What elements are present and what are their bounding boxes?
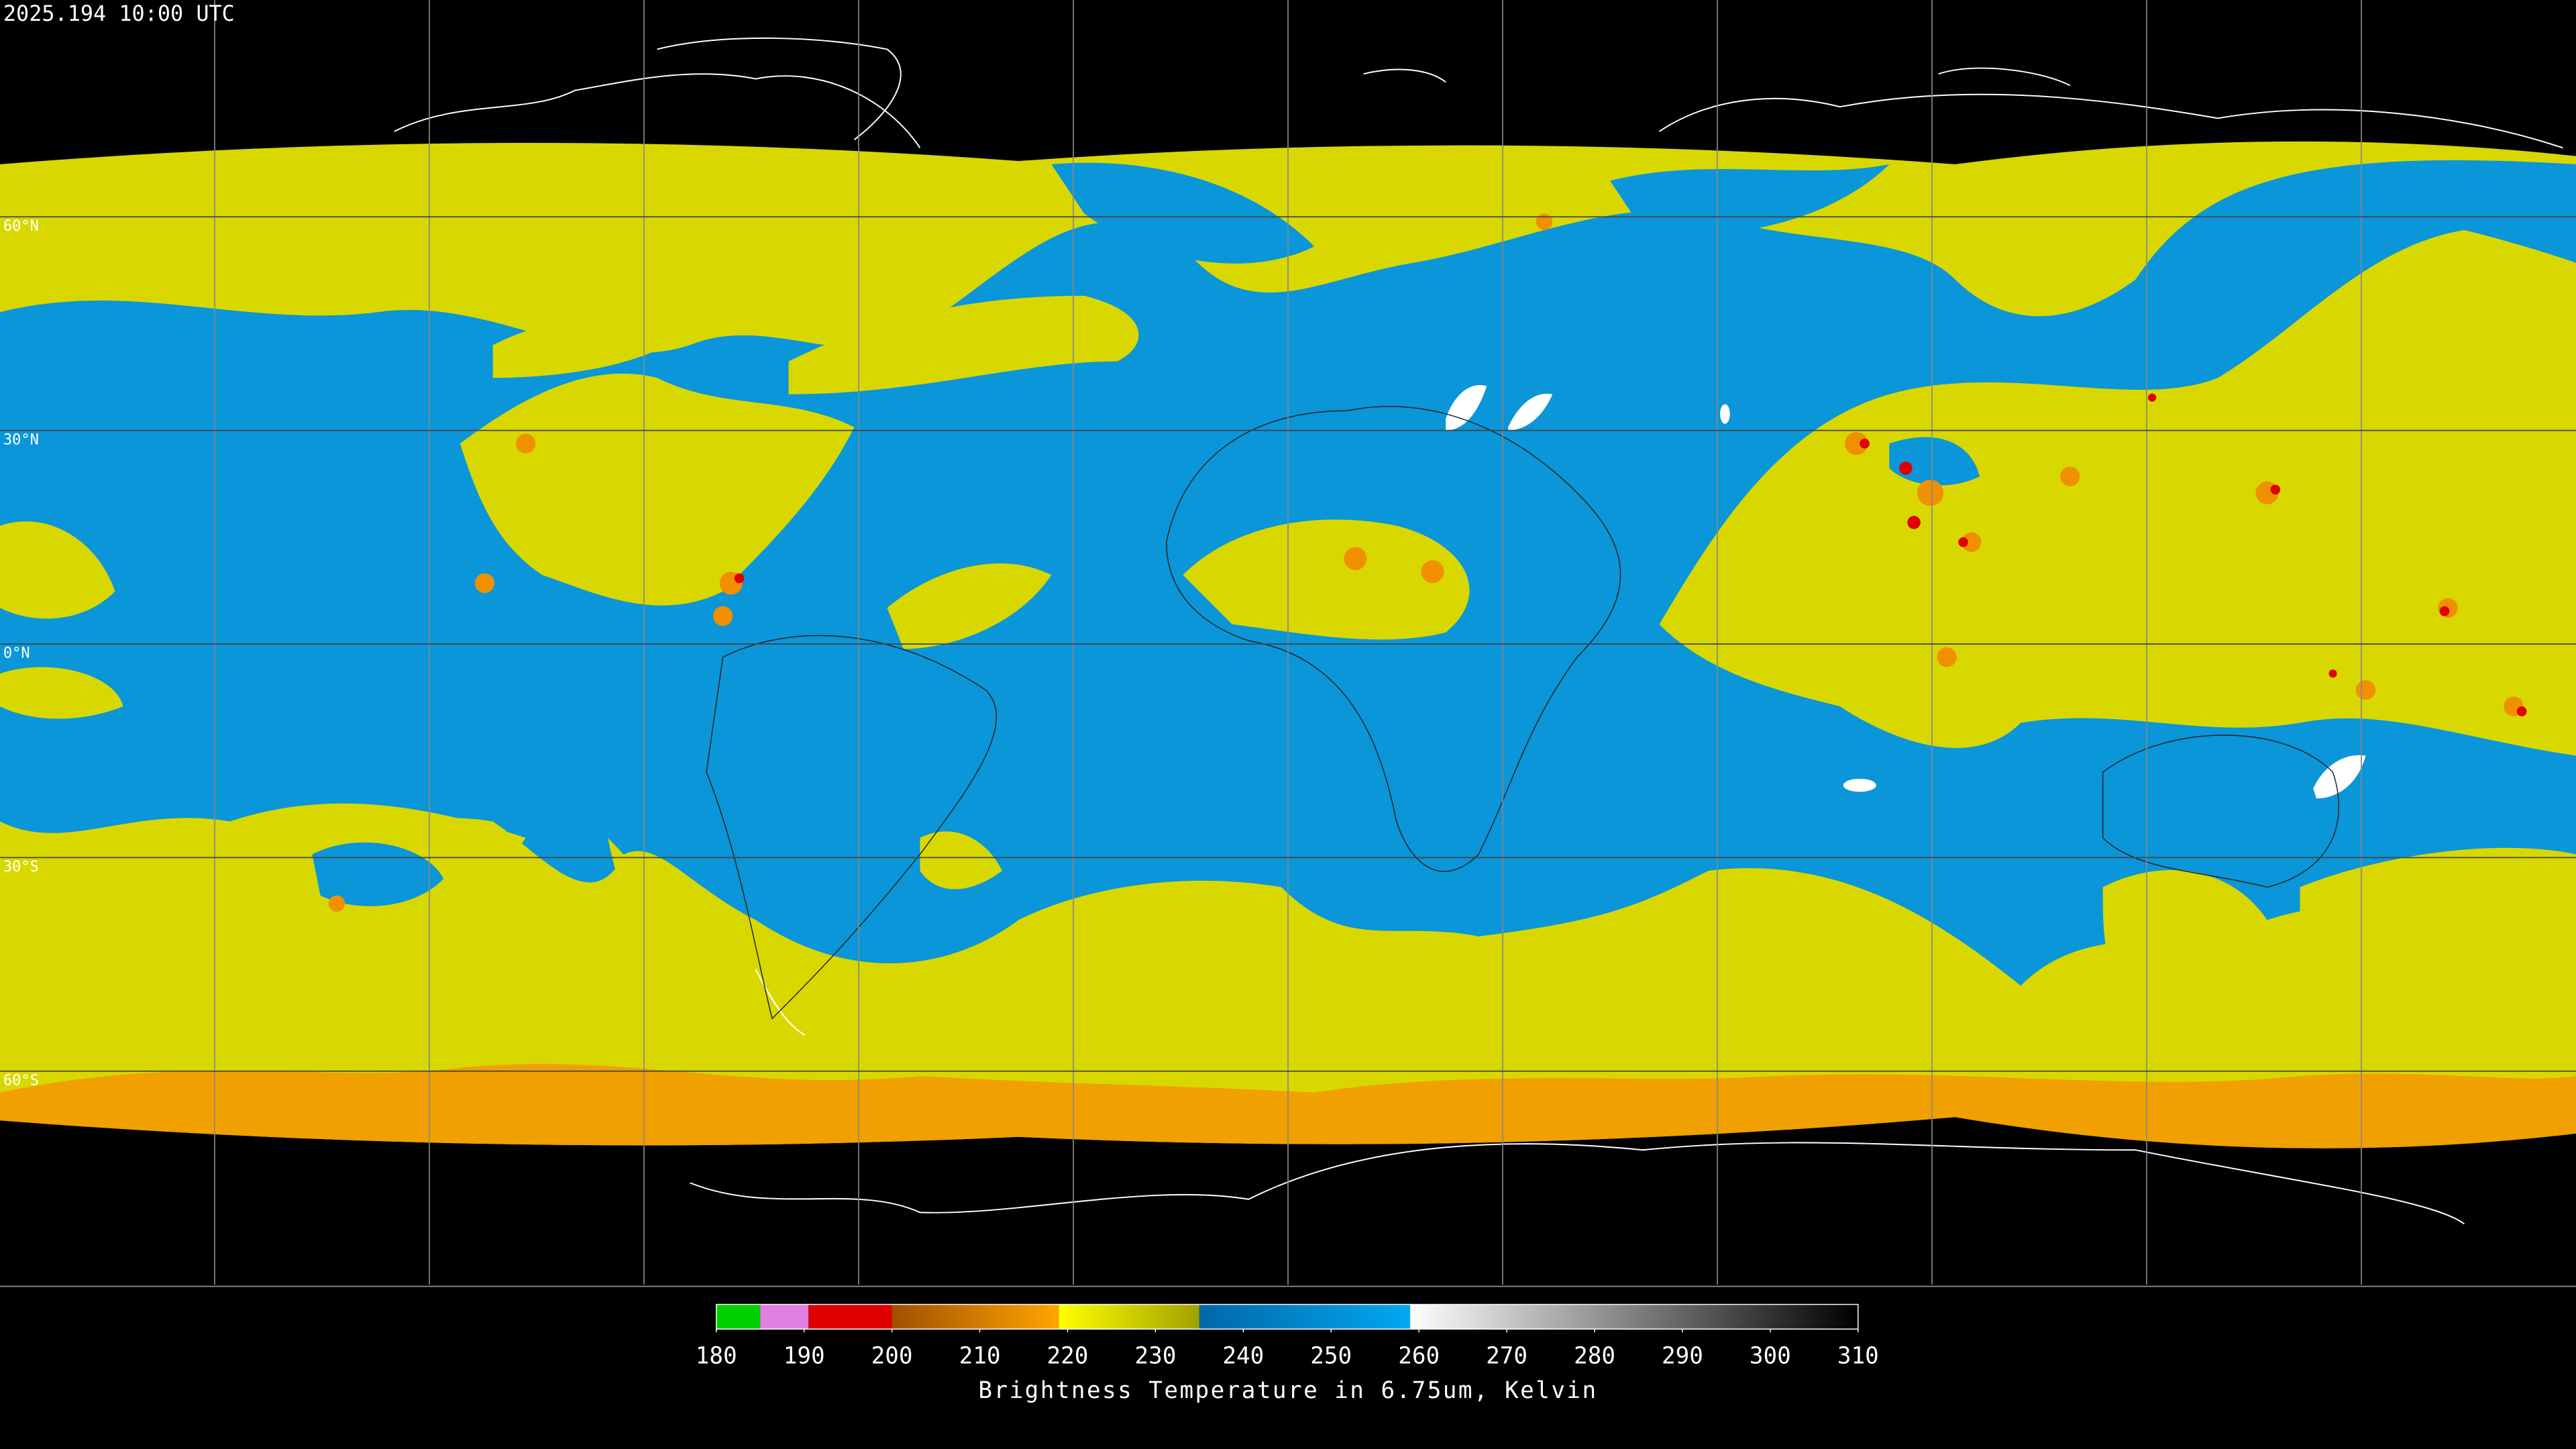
colorbar: 180 190 200 210 220 230 240 250 260 270 280 290 300 3… — [696, 1303, 1879, 1369]
colorbar-tick-label: 220 — [1047, 1342, 1089, 1369]
colorbar-tick-label: 240 — [1222, 1342, 1264, 1369]
lat-label: 0°N — [3, 645, 30, 662]
timestamp: 2025.194 10:00 UTC — [3, 1, 235, 26]
colorbar-tick-label: 260 — [1398, 1342, 1440, 1369]
colorbar-tick-label: 180 — [696, 1342, 737, 1369]
lat-label: 60°N — [3, 218, 39, 235]
lat-label: 60°S — [3, 1072, 39, 1089]
warm-patches — [1446, 384, 2366, 799]
colorbar-tick-label: 250 — [1310, 1342, 1352, 1369]
colorbar-segment — [1199, 1304, 1411, 1330]
colorbar-tick-label: 300 — [1750, 1342, 1791, 1369]
upper-blue — [1051, 162, 1890, 264]
colorbar-segment — [716, 1304, 761, 1330]
colorbar-tick-label: 270 — [1486, 1342, 1527, 1369]
continent-outlines — [706, 406, 2340, 1020]
lat-label: 30°N — [3, 431, 39, 448]
colorbar-segment — [892, 1304, 1059, 1330]
colorbar-label: Brightness Temperature in 6.75um, Kelvin — [978, 1377, 1597, 1404]
graticule: 60°N 30°N 0°N 30°S 60°S — [0, 0, 2576, 1285]
cold-patches — [328, 213, 2524, 912]
colorbar-tick-label: 200 — [871, 1342, 913, 1369]
colorbar-tick-label: 280 — [1574, 1342, 1615, 1369]
deep-convection — [734, 393, 2527, 716]
lat-label: 30°S — [3, 859, 39, 875]
colorbar-segment — [808, 1304, 892, 1330]
colorbar-tick-label: 290 — [1662, 1342, 1703, 1369]
colorbar-segment — [760, 1304, 809, 1330]
colorbar-tick-label: 230 — [1134, 1342, 1176, 1369]
colorbar-tick-label: 210 — [959, 1342, 1001, 1369]
colorbar-tick-label: 190 — [784, 1342, 825, 1369]
colorbar-tick-label: 310 — [1837, 1342, 1879, 1369]
coastlines — [394, 37, 2563, 1225]
colorbar-frame — [716, 1303, 1859, 1330]
colorbar-segment — [1410, 1304, 1858, 1330]
colorbar-segment — [1059, 1304, 1199, 1330]
